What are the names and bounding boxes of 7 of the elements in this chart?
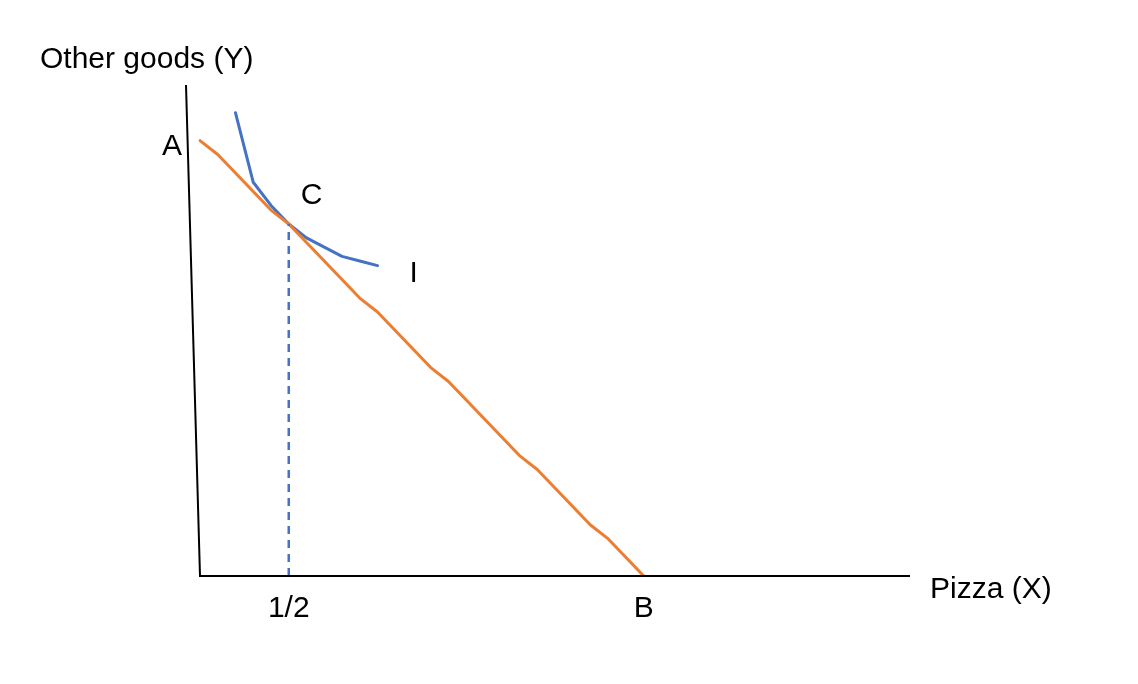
- x-axis-title: Pizza (X): [930, 571, 1052, 605]
- y-axis-title: Other goods (Y): [40, 41, 254, 75]
- series-label: I: [409, 254, 418, 288]
- annotation: C: [300, 177, 323, 211]
- text: A: [161, 127, 182, 161]
- x-tick-label: B: [633, 590, 654, 624]
- x-tick-label: 1/2: [267, 590, 310, 624]
